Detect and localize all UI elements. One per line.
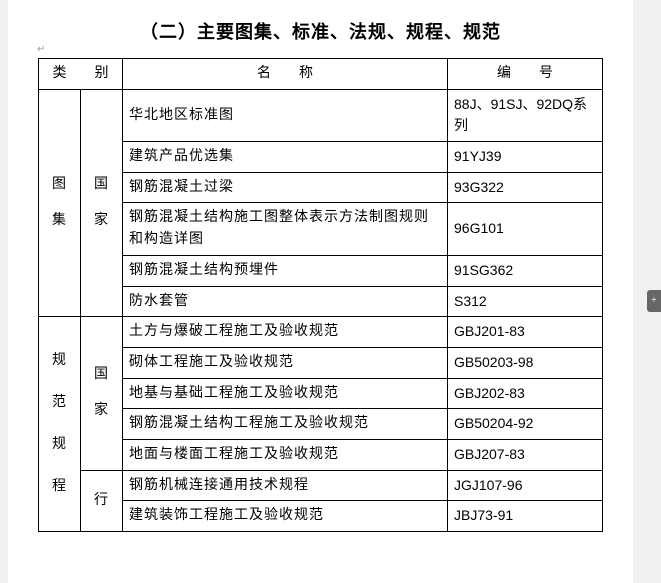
name-cell: 建筑装饰工程施工及验收规范: [123, 501, 448, 532]
table-row: 防水套管S312: [39, 286, 603, 317]
subcategory-cell: 国家: [81, 89, 123, 317]
table-row: 图集国家华北地区标准图88J、91SJ、92DQ系列: [39, 89, 603, 141]
code-cell: S312: [448, 286, 603, 317]
subcategory-label: 行: [83, 490, 120, 512]
name-cell: 防水套管: [123, 286, 448, 317]
name-cell: 钢筋机械连接通用技术规程: [123, 470, 448, 501]
name-cell: 钢筋混凝土过梁: [123, 172, 448, 203]
code-cell: 93G322: [448, 172, 603, 203]
code-cell: 91YJ39: [448, 142, 603, 173]
name-cell: 华北地区标准图: [123, 89, 448, 141]
name-cell: 钢筋混凝土结构工程施工及验收规范: [123, 409, 448, 440]
code-cell: GB50203-98: [448, 347, 603, 378]
table-row: 钢筋混凝土过梁93G322: [39, 172, 603, 203]
standards-table: 类 别 名 称 编 号 图集国家华北地区标准图88J、91SJ、92DQ系列建筑…: [38, 58, 603, 532]
category-label: 图集: [41, 167, 78, 240]
name-cell: 钢筋混凝土结构施工图整体表示方法制图规则和构造详图: [123, 203, 448, 255]
subcategory-label: 国家: [83, 167, 120, 240]
table-row: 钢筋混凝土结构预埋件91SG362: [39, 255, 603, 286]
name-cell: 砌体工程施工及验收规范: [123, 347, 448, 378]
document-page: ↵ （二）主要图集、标准、法规、规程、规范 类 别 名 称 编 号 图集国家华北…: [8, 0, 633, 583]
code-cell: GBJ202-83: [448, 378, 603, 409]
code-cell: 88J、91SJ、92DQ系列: [448, 89, 603, 141]
subcategory-cell: 国家: [81, 317, 123, 470]
subcategory-cell: 行: [81, 470, 123, 531]
name-cell: 地基与基础工程施工及验收规范: [123, 378, 448, 409]
code-cell: GB50204-92: [448, 409, 603, 440]
header-category: 类 别: [39, 59, 123, 90]
table-row: 规范规程国家土方与爆破工程施工及验收规范GBJ201-83: [39, 317, 603, 348]
table-row: 钢筋混凝土结构施工图整体表示方法制图规则和构造详图96G101: [39, 203, 603, 255]
table-row: 建筑产品优选集91YJ39: [39, 142, 603, 173]
table-row: 砌体工程施工及验收规范GB50203-98: [39, 347, 603, 378]
category-label: 规范规程: [41, 340, 78, 508]
table-row: 钢筋混凝土结构工程施工及验收规范GB50204-92: [39, 409, 603, 440]
section-title: （二）主要图集、标准、法规、规程、规范: [38, 10, 603, 58]
name-cell: 地面与楼面工程施工及验收规范: [123, 439, 448, 470]
header-code: 编 号: [448, 59, 603, 90]
name-cell: 土方与爆破工程施工及验收规范: [123, 317, 448, 348]
subcategory-label: 国家: [83, 357, 120, 430]
header-name: 名 称: [123, 59, 448, 90]
paragraph-mark-icon: ↵: [37, 44, 45, 55]
code-cell: JGJ107-96: [448, 470, 603, 501]
table-row: 地基与基础工程施工及验收规范GBJ202-83: [39, 378, 603, 409]
category-cell: 图集: [39, 89, 81, 317]
code-cell: 96G101: [448, 203, 603, 255]
table-row: 地面与楼面工程施工及验收规范GBJ207-83: [39, 439, 603, 470]
table-row: 行钢筋机械连接通用技术规程JGJ107-96: [39, 470, 603, 501]
name-cell: 钢筋混凝土结构预埋件: [123, 255, 448, 286]
code-cell: JBJ73-91: [448, 501, 603, 532]
category-cell: 规范规程: [39, 317, 81, 532]
code-cell: 91SG362: [448, 255, 603, 286]
code-cell: GBJ207-83: [448, 439, 603, 470]
table-row: 建筑装饰工程施工及验收规范JBJ73-91: [39, 501, 603, 532]
code-cell: GBJ201-83: [448, 317, 603, 348]
side-handle-icon[interactable]: +: [647, 290, 661, 312]
name-cell: 建筑产品优选集: [123, 142, 448, 173]
table-header-row: 类 别 名 称 编 号: [39, 59, 603, 90]
